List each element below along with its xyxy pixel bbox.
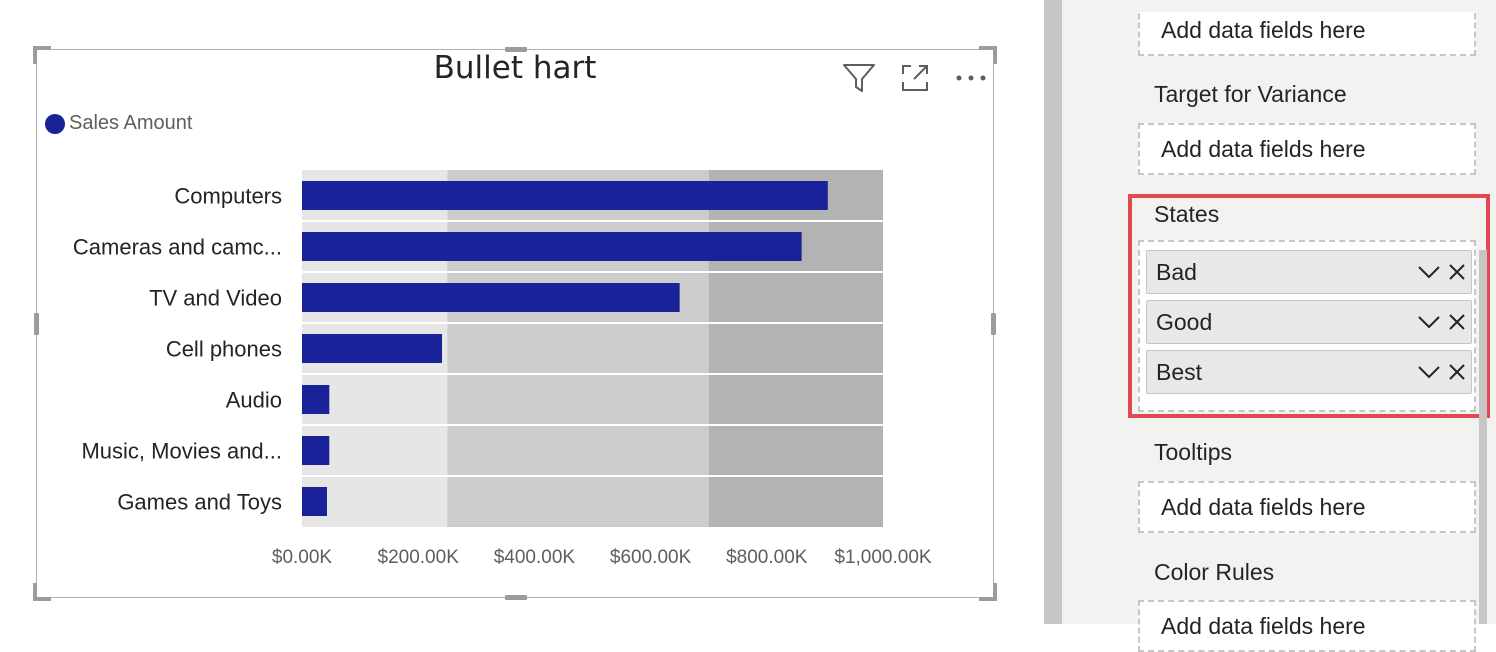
resize-handle-top-left[interactable] <box>33 46 51 64</box>
chart-legend[interactable]: Sales Amount <box>45 112 192 135</box>
row-separator <box>302 475 883 477</box>
section-title-target-for-variance: Target for Variance <box>1154 81 1347 107</box>
state-band-good <box>447 170 709 527</box>
resize-handle-bottom-right[interactable] <box>979 583 997 601</box>
drop-zone-placeholder: Add data fields here <box>1161 612 1366 639</box>
more-options-icon[interactable] <box>953 60 989 96</box>
bar-5 <box>302 436 330 465</box>
resize-handle-right[interactable] <box>991 313 996 335</box>
category-label: Cameras and camc... <box>73 235 282 260</box>
state-field-label: Bad <box>1156 258 1197 285</box>
legend-label: Sales Amount <box>69 112 193 134</box>
state-field-best[interactable]: Best <box>1146 350 1472 394</box>
states-highlight-box <box>1128 194 1490 418</box>
state-field-good[interactable]: Good <box>1146 300 1472 344</box>
drop-zone-tooltips[interactable]: Add data fields here <box>1138 481 1476 533</box>
bar-3 <box>302 334 443 363</box>
pane-divider[interactable] <box>1044 0 1062 624</box>
drop-zone-states[interactable]: Bad Good Best <box>1138 240 1476 412</box>
x-tick-label: $800.00K <box>726 547 808 568</box>
close-icon[interactable] <box>1443 358 1471 386</box>
category-label: Computers <box>174 184 282 209</box>
row-separator <box>302 322 883 324</box>
x-tick-label: $1,000.00K <box>834 547 932 568</box>
bar-6 <box>302 487 327 516</box>
state-band-best <box>708 170 883 527</box>
focus-mode-icon[interactable] <box>897 60 933 96</box>
row-separator <box>302 424 883 426</box>
fields-pane: Add data fields here Target for Variance… <box>1062 0 1496 652</box>
resize-handle-top-right[interactable] <box>979 46 997 64</box>
category-label: Cell phones <box>166 337 282 362</box>
resize-handle-top[interactable] <box>505 47 527 52</box>
x-tick-label: $600.00K <box>610 547 692 568</box>
resize-handle-bottom[interactable] <box>505 595 527 600</box>
chart-plot: Computers Cameras and camc... TV and Video… <box>73 170 932 568</box>
resize-handle-bottom-left[interactable] <box>33 583 51 601</box>
chevron-down-icon[interactable] <box>1415 258 1443 286</box>
drop-zone-target-for-variance[interactable]: Add data fields here <box>1138 123 1476 175</box>
close-icon[interactable] <box>1443 308 1471 336</box>
state-field-label: Good <box>1156 308 1213 335</box>
drop-zone-target[interactable]: Add data fields here <box>1138 4 1476 56</box>
category-label: Games and Toys <box>117 490 282 515</box>
bar-2 <box>302 283 680 312</box>
close-icon[interactable] <box>1443 258 1471 286</box>
bar-1 <box>302 232 802 261</box>
chevron-down-icon[interactable] <box>1415 308 1443 336</box>
category-label: Audio <box>226 388 282 413</box>
x-tick-label: $400.00K <box>494 547 576 568</box>
x-tick-label: $200.00K <box>378 547 460 568</box>
row-separator <box>302 373 883 375</box>
bar-0 <box>302 181 828 210</box>
section-title-tooltips: Tooltips <box>1154 439 1232 465</box>
section-title-states: States <box>1154 201 1220 227</box>
bullet-chart-visual[interactable]: Bullet hart Sales Amount Computers Camera… <box>33 46 997 601</box>
pane-scrollbar[interactable] <box>1479 250 1487 624</box>
state-field-bad[interactable]: Bad <box>1146 250 1472 294</box>
drop-zone-placeholder: Add data fields here <box>1161 493 1366 520</box>
category-label: Music, Movies and... <box>81 439 282 464</box>
row-separator <box>302 220 883 222</box>
chevron-down-icon[interactable] <box>1415 358 1443 386</box>
row-separator <box>302 271 883 273</box>
section-title-color-rules: Color Rules <box>1154 559 1275 585</box>
drop-zone-color-rules[interactable]: Add data fields here <box>1138 600 1476 652</box>
legend-marker <box>45 113 65 134</box>
drop-zone-placeholder: Add data fields here <box>1161 135 1366 162</box>
filter-icon[interactable] <box>841 60 877 96</box>
category-label: TV and Video <box>149 286 282 311</box>
x-tick-label: $0.00K <box>272 547 333 568</box>
state-field-label: Best <box>1156 358 1203 385</box>
chart-title: Bullet hart <box>433 50 597 86</box>
pane-scroll-mask <box>1138 0 1476 12</box>
drop-zone-placeholder: Add data fields here <box>1161 16 1366 43</box>
bar-4 <box>302 385 330 414</box>
resize-handle-left[interactable] <box>34 313 39 335</box>
